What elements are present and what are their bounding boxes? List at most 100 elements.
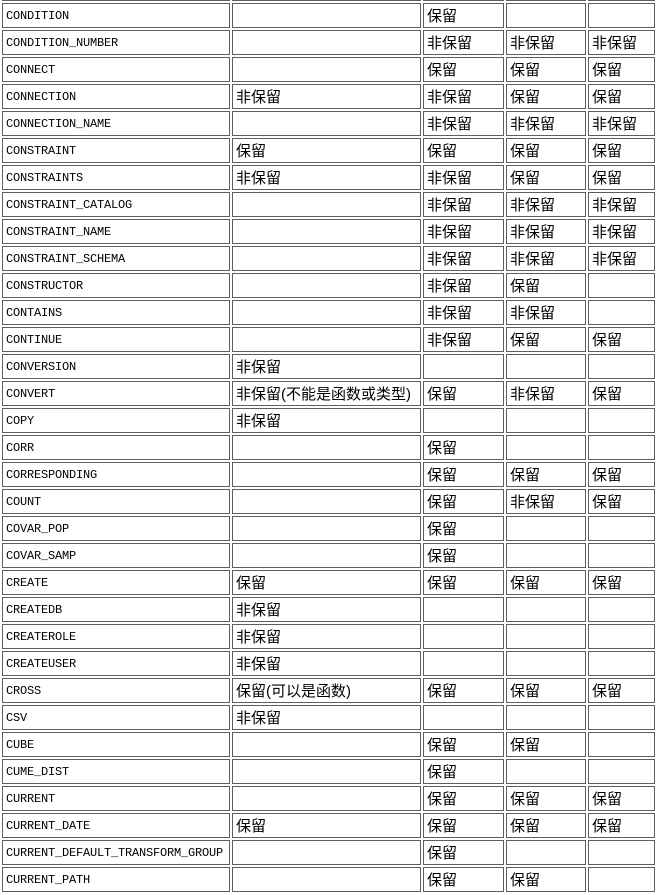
status-cell: 非保留 [588, 219, 655, 244]
status-cell [506, 516, 586, 541]
status-cell [423, 624, 504, 649]
status-cell: 保留 [506, 327, 586, 352]
status-cell [588, 705, 655, 730]
status-cell: 非保留 [588, 192, 655, 217]
status-cell: 非保留 [506, 30, 586, 55]
status-cell: 非保留 [588, 30, 655, 55]
keyword-cell: CONSTRAINT_SCHEMA [2, 246, 230, 271]
status-cell [506, 840, 586, 865]
status-cell [506, 0, 586, 1]
status-cell: 保留 [232, 570, 421, 595]
status-cell: 保留 [506, 813, 586, 838]
keyword-cell: CONNECT [2, 57, 230, 82]
status-cell [423, 0, 504, 1]
status-cell: 非保留 [423, 300, 504, 325]
status-cell: 保留 [423, 3, 504, 28]
keyword-cell: CURRENT [2, 786, 230, 811]
status-cell [232, 219, 421, 244]
status-cell [588, 759, 655, 784]
status-cell [588, 435, 655, 460]
status-cell [232, 840, 421, 865]
table-row: CONSTRAINT_NAME 非保留 非保留 非保留 [2, 219, 655, 244]
status-cell [588, 300, 655, 325]
status-cell: 非保留 [506, 381, 586, 406]
status-cell: 非保留 [232, 651, 421, 676]
table-row: CUBE 保留 保留 [2, 732, 655, 757]
status-cell [588, 408, 655, 433]
status-cell [506, 597, 586, 622]
status-cell [423, 651, 504, 676]
status-cell: 保留 [506, 84, 586, 109]
status-cell: 非保留 [423, 30, 504, 55]
table-row: CONSTRAINT 保留 保留 保留 保留 [2, 138, 655, 163]
status-cell: 保留 [506, 678, 586, 703]
status-cell: 保留 [423, 435, 504, 460]
status-cell [506, 705, 586, 730]
table-row: CORR 保留 [2, 435, 655, 460]
status-cell [232, 57, 421, 82]
status-cell [588, 597, 655, 622]
keyword-cell: COVAR_POP [2, 516, 230, 541]
status-cell: 非保留 [423, 327, 504, 352]
status-cell [506, 624, 586, 649]
status-cell: 非保留 [506, 300, 586, 325]
status-cell: 保留 [423, 786, 504, 811]
status-cell: 保留 [588, 570, 655, 595]
status-cell [232, 543, 421, 568]
status-cell: 保留 [506, 570, 586, 595]
status-cell [588, 840, 655, 865]
status-cell: 保留 [423, 732, 504, 757]
status-cell: 保留 [506, 462, 586, 487]
status-cell: 非保留 [232, 597, 421, 622]
partial-row-top [2, 0, 655, 1]
status-cell: 保留 [423, 867, 504, 892]
status-cell: 保留 [588, 678, 655, 703]
table-row: CONDITION_NUMBER 非保留 非保留 非保留 [2, 30, 655, 55]
table-row: CREATEUSER 非保留 [2, 651, 655, 676]
status-cell: 保留 [506, 732, 586, 757]
status-cell: 非保留 [423, 246, 504, 271]
keyword-cell: CONSTRUCTOR [2, 273, 230, 298]
status-cell [232, 867, 421, 892]
status-cell: 保留 [423, 138, 504, 163]
table-row: CREATEDB 非保留 [2, 597, 655, 622]
keyword-cell: CROSS [2, 678, 230, 703]
status-cell [232, 489, 421, 514]
status-cell [232, 3, 421, 28]
status-cell [506, 543, 586, 568]
status-cell [588, 354, 655, 379]
keyword-cell: COPY [2, 408, 230, 433]
keyword-cell: CONTAINS [2, 300, 230, 325]
table-row: CURRENT_DEFAULT_TRANSFORM_GROUP 保留 [2, 840, 655, 865]
status-cell: 保留(可以是函数) [232, 678, 421, 703]
status-cell [232, 30, 421, 55]
status-cell [423, 597, 504, 622]
status-cell [423, 705, 504, 730]
table-row: CONSTRAINT_CATALOG 非保留 非保留 非保留 [2, 192, 655, 217]
status-cell: 保留 [588, 165, 655, 190]
status-cell: 保留 [423, 759, 504, 784]
status-cell: 保留 [588, 786, 655, 811]
table-row: CSV 非保留 [2, 705, 655, 730]
status-cell: 非保留 [588, 246, 655, 271]
keyword-cell: CUBE [2, 732, 230, 757]
status-cell [506, 435, 586, 460]
keyword-cell: CURRENT_DEFAULT_TRANSFORM_GROUP [2, 840, 230, 865]
status-cell: 非保留 [423, 84, 504, 109]
status-cell: 保留 [588, 381, 655, 406]
status-cell: 保留 [588, 84, 655, 109]
keyword-cell [2, 0, 230, 1]
status-cell: 非保留 [423, 165, 504, 190]
status-cell: 保留 [588, 57, 655, 82]
status-cell: 保留 [423, 381, 504, 406]
status-cell [588, 624, 655, 649]
table-row: CREATEROLE 非保留 [2, 624, 655, 649]
keyword-cell: COUNT [2, 489, 230, 514]
status-cell: 非保留 [588, 111, 655, 136]
status-cell: 保留 [506, 57, 586, 82]
keyword-cell: CUME_DIST [2, 759, 230, 784]
status-cell: 非保留 [232, 165, 421, 190]
keyword-cell: CONSTRAINT [2, 138, 230, 163]
